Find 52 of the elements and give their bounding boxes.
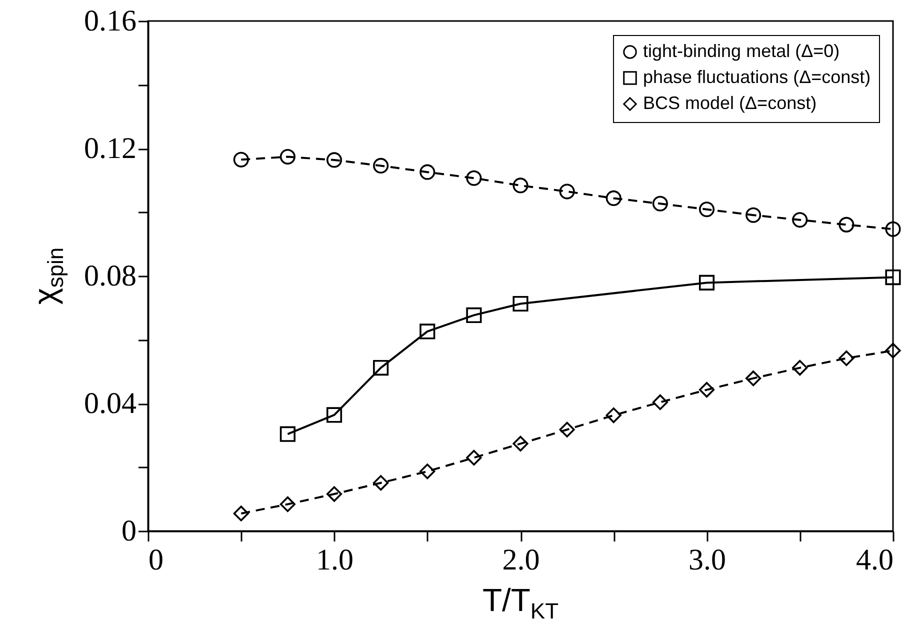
point [746,207,762,223]
point [512,436,528,452]
point [280,149,296,165]
y-tick-label: 0.12 [84,132,136,165]
x-axis-title: T/T$_{KT}$ [481,582,560,624]
point [420,164,436,180]
x-tick-label: 4.0 [856,544,894,576]
y-tick-label: 0 [122,514,136,548]
point [373,158,389,174]
point [326,407,342,423]
point [512,296,528,312]
point [233,506,249,522]
point [606,190,622,206]
y-tick-label: 0.16 [84,4,136,38]
point [466,170,482,186]
point [698,274,715,290]
point [698,382,715,398]
point [746,370,762,386]
point [698,202,715,218]
x-tick-label: 3.0 [688,544,726,576]
x-tick-label: 2.0 [502,544,540,576]
y-tick-label: 0.04 [84,387,136,420]
point [512,178,528,194]
point [326,486,342,502]
point [792,360,808,376]
legend-label: phase fluctuations (Δ=const) [643,67,871,87]
legend-label: tight-binding metal (Δ=0) [643,41,840,61]
point [420,464,436,480]
point [373,475,389,491]
x-tick-label: 1.0 [316,544,354,576]
point [838,216,854,232]
point [559,184,575,200]
point [373,360,389,376]
point [606,408,622,424]
point [792,212,808,228]
point [885,342,901,358]
point [233,152,249,168]
point [326,152,342,168]
point [420,324,436,340]
point [466,450,482,466]
point [838,350,854,366]
point [652,394,668,410]
y-tick-label: 0.08 [84,260,136,292]
point [885,269,901,286]
point [466,307,482,323]
legend-label: BCS model (Δ=const) [643,93,817,113]
point [652,196,668,212]
x-tick-label: 0 [148,544,164,576]
point [280,496,296,512]
point [885,221,901,237]
point [280,426,296,442]
point [559,422,575,438]
